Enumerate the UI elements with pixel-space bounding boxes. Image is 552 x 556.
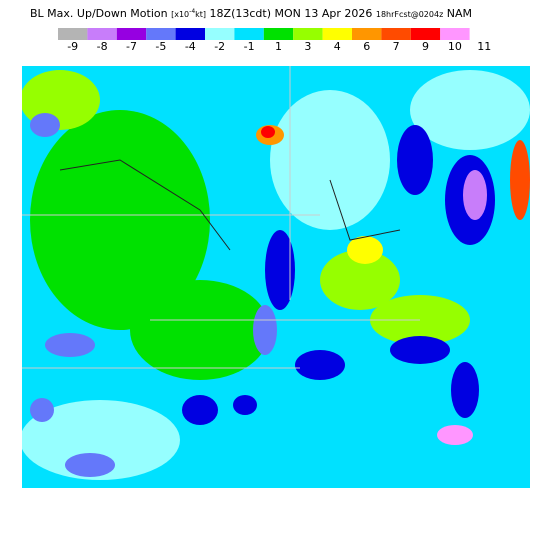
color-swatch [263, 28, 294, 40]
color-swatch [116, 28, 147, 40]
colorbar: -9 -8 -7 -5 -4 -2 -1 1 3 4 6 7 9 10 11 [58, 28, 491, 53]
colorbar-label: -8 [97, 40, 108, 53]
color-swatch [322, 28, 352, 40]
color-swatch [87, 28, 117, 40]
color-swatch [410, 28, 441, 40]
colorbar-label: 6 [363, 40, 370, 53]
colorbar-label: 4 [334, 40, 341, 53]
colorbar-label: 11 [477, 40, 491, 53]
colorbar-label: -2 [214, 40, 225, 53]
color-swatch [175, 28, 205, 40]
colorbar-label: -1 [244, 40, 255, 53]
colorbar-label: 3 [304, 40, 311, 53]
color-swatch [293, 28, 323, 40]
colorbar-label: 7 [393, 40, 400, 53]
color-swatch [234, 28, 264, 40]
colorbar-label: 9 [422, 40, 429, 53]
colorbar-label: -5 [155, 40, 166, 53]
colorbar-label: -7 [126, 40, 137, 53]
color-swatch [58, 28, 88, 40]
colorbar-label: -4 [185, 40, 196, 53]
color-swatch [440, 28, 470, 40]
colorbar-label: 10 [448, 40, 462, 53]
color-swatch [205, 28, 235, 40]
colorbar-label: 1 [275, 40, 282, 53]
color-swatch [381, 28, 411, 40]
color-swatch [146, 28, 176, 40]
color-swatch [352, 28, 382, 40]
title: BL Max. Up/Down Motion [x10-4kt] 18Z(13c… [30, 7, 472, 20]
colorbar-label: -9 [67, 40, 78, 53]
map [22, 66, 530, 488]
